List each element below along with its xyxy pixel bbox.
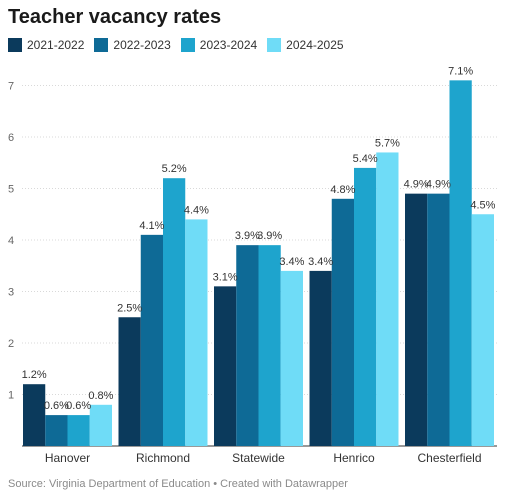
legend-item-2023-2024: 2023-2024 <box>180 38 258 52</box>
value-label: 3.9% <box>257 230 282 242</box>
source-note: Source: Virginia Department of Education… <box>8 478 348 490</box>
value-label: 4.9% <box>426 179 451 191</box>
bar-henrico-2023-2024 <box>354 167 377 446</box>
bar-hanover-2022-2023 <box>45 415 68 446</box>
value-label: 5.4% <box>353 153 378 165</box>
bar-richmond-2022-2023 <box>140 234 163 446</box>
legend-swatch-2023-2024 <box>180 38 195 52</box>
y-tick-label: 5 <box>8 184 14 196</box>
bar-henrico-2021-2022 <box>309 270 332 446</box>
legend-label-2024-2025: 2024-2025 <box>286 38 344 52</box>
value-label: 0.8% <box>88 390 113 402</box>
legend-swatch-2021-2022 <box>8 38 22 52</box>
bar-chesterfield-2022-2023 <box>427 193 450 446</box>
y-tick-label: 3 <box>8 287 14 299</box>
value-label: 5.2% <box>162 163 187 175</box>
bar-chesterfield-2023-2024 <box>449 80 472 446</box>
y-tick-labels: 1 2 3 4 5 6 7 <box>8 81 14 402</box>
value-label: 4.4% <box>184 204 209 216</box>
bars <box>23 80 494 446</box>
bar-richmond-2024-2025 <box>185 219 208 446</box>
value-label: 3.1% <box>213 271 238 283</box>
bar-henrico-2024-2025 <box>376 152 399 446</box>
bar-richmond-2021-2022 <box>118 317 141 446</box>
legend-item-2024-2025: 2024-2025 <box>267 38 344 52</box>
x-tick-label-statewide: Statewide <box>232 451 285 465</box>
value-label: 2.5% <box>117 302 142 314</box>
bar-henrico-2022-2023 <box>331 198 354 446</box>
x-tick-labels: Hanover Richmond Statewide Henrico Chesterfi… <box>45 451 482 465</box>
bar-hanover-2021-2022 <box>23 384 46 446</box>
legend-label-2023-2024: 2023-2024 <box>199 38 258 52</box>
value-label: 4.8% <box>330 184 355 196</box>
value-label: 0.6% <box>66 400 91 412</box>
y-tick-label: 2 <box>8 338 14 350</box>
bar-chesterfield-2021-2022 <box>405 193 428 446</box>
x-tick-label-henrico: Henrico <box>333 451 375 465</box>
value-label: 4.9% <box>404 179 429 191</box>
bar-hanover-2023-2024 <box>67 415 90 446</box>
value-label: 3.4% <box>279 256 304 268</box>
bar-statewide-2023-2024 <box>258 245 281 446</box>
x-tick-label-chesterfield: Chesterfield <box>417 451 481 465</box>
y-tick-label: 6 <box>8 132 14 144</box>
chart-title: Teacher vacancy rates <box>8 6 222 28</box>
value-label: 3.9% <box>235 230 260 242</box>
legend-item-2022-2023: 2022-2023 <box>94 38 171 52</box>
legend-label-2021-2022: 2021-2022 <box>27 38 85 52</box>
legend-item-2021-2022: 2021-2022 <box>8 38 84 52</box>
y-tick-label: 1 <box>8 390 14 402</box>
bar-hanover-2024-2025 <box>89 404 112 446</box>
bar-statewide-2024-2025 <box>280 270 303 446</box>
legend-swatch-2024-2025 <box>267 38 282 52</box>
bar-statewide-2021-2022 <box>214 286 237 446</box>
value-label: 7.1% <box>448 65 473 77</box>
y-tick-label: 4 <box>8 235 14 247</box>
value-label: 5.7% <box>375 137 400 149</box>
value-label: 0.6% <box>44 400 69 412</box>
x-tick-label-hanover: Hanover <box>45 451 90 465</box>
value-label: 1.2% <box>22 369 47 381</box>
legend-swatch-2022-2023 <box>94 38 109 52</box>
value-label: 4.1% <box>139 220 164 232</box>
value-labels: 1.2%0.6%0.6%0.8%2.5%4.1%5.2%4.4%3.1%3.9%… <box>22 65 496 412</box>
value-label: 3.4% <box>308 256 333 268</box>
bar-richmond-2023-2024 <box>163 178 186 446</box>
legend-label-2022-2023: 2022-2023 <box>113 38 171 52</box>
legend: 2021-2022 2022-2023 2023-2024 2024-2025 <box>8 38 344 52</box>
y-tick-label: 7 <box>8 81 14 93</box>
x-tick-label-richmond: Richmond <box>136 451 190 465</box>
bar-statewide-2022-2023 <box>236 245 259 446</box>
bar-chesterfield-2024-2025 <box>471 214 494 446</box>
value-label: 4.5% <box>470 199 495 211</box>
